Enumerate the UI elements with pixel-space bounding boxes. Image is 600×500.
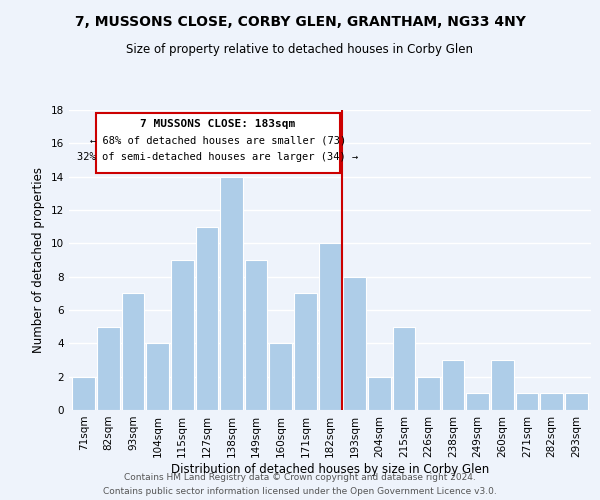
Bar <box>343 276 366 410</box>
Bar <box>171 260 194 410</box>
Bar <box>565 394 587 410</box>
Bar <box>97 326 120 410</box>
Bar <box>294 294 317 410</box>
Text: Size of property relative to detached houses in Corby Glen: Size of property relative to detached ho… <box>127 42 473 56</box>
Bar <box>392 326 415 410</box>
Bar <box>417 376 440 410</box>
Text: 7, MUSSONS CLOSE, CORBY GLEN, GRANTHAM, NG33 4NY: 7, MUSSONS CLOSE, CORBY GLEN, GRANTHAM, … <box>74 15 526 29</box>
Y-axis label: Number of detached properties: Number of detached properties <box>32 167 46 353</box>
Bar <box>466 394 489 410</box>
FancyBboxPatch shape <box>96 112 340 172</box>
Bar <box>368 376 391 410</box>
Text: Contains HM Land Registry data © Crown copyright and database right 2024.: Contains HM Land Registry data © Crown c… <box>124 472 476 482</box>
Text: 7 MUSSONS CLOSE: 183sqm: 7 MUSSONS CLOSE: 183sqm <box>140 119 296 129</box>
Bar <box>515 394 538 410</box>
Text: ← 68% of detached houses are smaller (73): ← 68% of detached houses are smaller (73… <box>90 135 346 145</box>
Text: Contains public sector information licensed under the Open Government Licence v3: Contains public sector information licen… <box>103 488 497 496</box>
Text: 32% of semi-detached houses are larger (34) →: 32% of semi-detached houses are larger (… <box>77 152 359 162</box>
Bar <box>245 260 268 410</box>
Bar <box>540 394 563 410</box>
Bar <box>269 344 292 410</box>
Bar <box>442 360 464 410</box>
Bar <box>196 226 218 410</box>
Bar <box>122 294 145 410</box>
Bar <box>319 244 341 410</box>
Bar <box>73 376 95 410</box>
Bar <box>220 176 243 410</box>
X-axis label: Distribution of detached houses by size in Corby Glen: Distribution of detached houses by size … <box>171 462 489 475</box>
Bar <box>146 344 169 410</box>
Bar <box>491 360 514 410</box>
